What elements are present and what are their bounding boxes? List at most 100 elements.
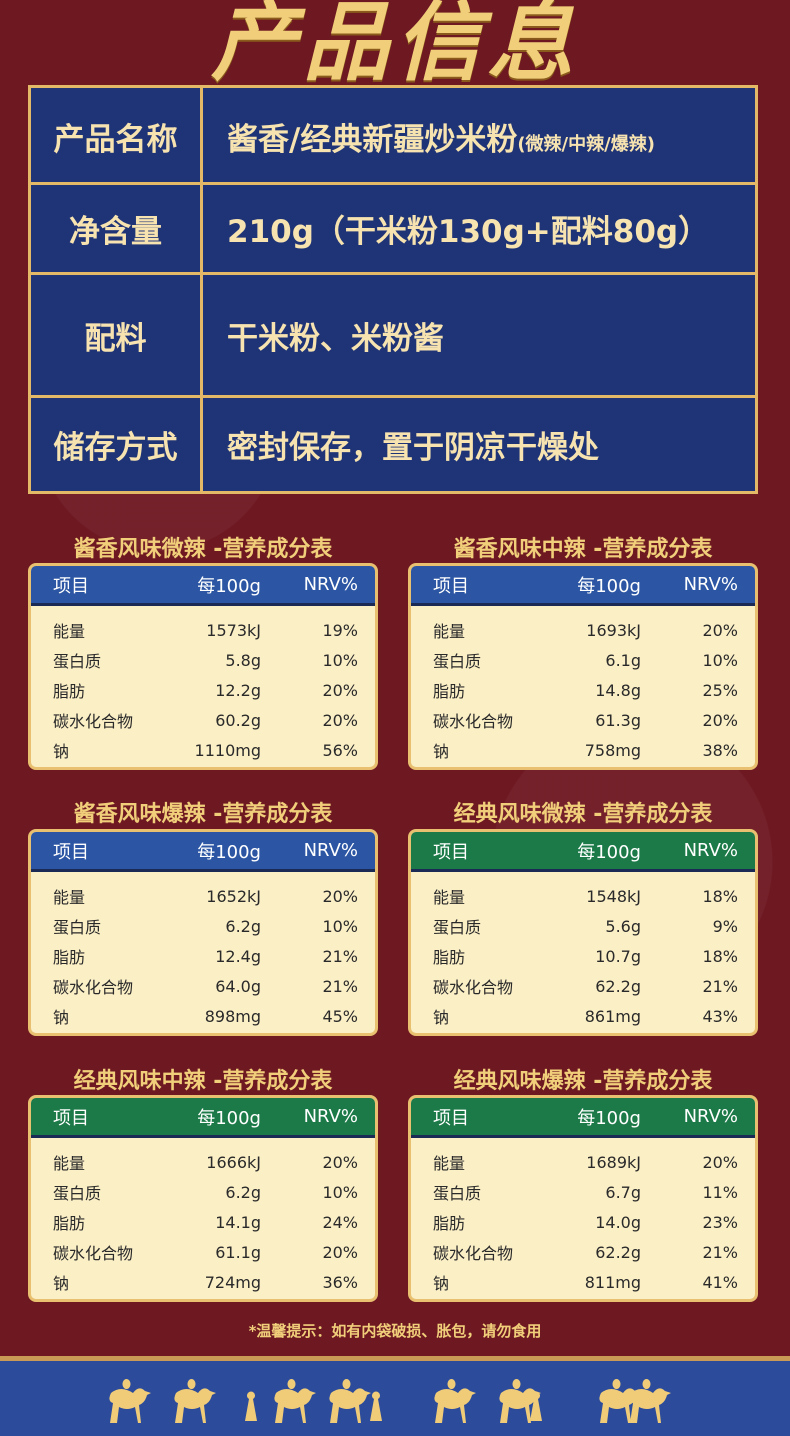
table-row: 蛋白质 5.8g 10% — [31, 645, 375, 675]
header-item: 项目 — [53, 841, 89, 863]
nutrient-nrv: 23% — [702, 1212, 738, 1232]
table-row: 碳水化合物 61.3g 20% — [411, 705, 755, 735]
nutrient-name: 碳水化合物 — [433, 712, 514, 731]
header-nrv: NRV% — [303, 840, 358, 861]
camel-icon — [629, 1379, 671, 1423]
header-nrv: NRV% — [683, 1106, 738, 1127]
nutrient-amount: 5.8g — [225, 650, 261, 670]
walker-icon — [530, 1391, 542, 1421]
nutrient-amount: 14.0g — [595, 1212, 641, 1232]
nutrient-amount: 861mg — [584, 1006, 641, 1026]
nutrient-name: 碳水化合物 — [53, 1244, 134, 1263]
nutrition-table-header: 项目 每100g NRV% — [31, 832, 375, 872]
camel-icon — [599, 1379, 641, 1423]
nutrient-nrv: 25% — [702, 680, 738, 700]
table-row: 钠 811mg 41% — [411, 1267, 755, 1297]
nutrient-amount: 898mg — [204, 1006, 261, 1026]
nutrition-table: 项目 每100g NRV% 能量 1666kJ 20% 蛋白质 6.2g 10%… — [28, 1095, 378, 1302]
nutrition-table-title: 经典风味中辣 -营养成分表 — [73, 1069, 333, 1094]
walker-icon — [370, 1391, 382, 1421]
nutrient-nrv: 9% — [712, 916, 738, 936]
nutrient-name: 碳水化合物 — [433, 978, 514, 997]
nutrient-amount: 811mg — [584, 1272, 641, 1292]
nutrient-amount: 12.4g — [215, 946, 261, 966]
table-row: 脂肪 14.0g 23% — [411, 1207, 755, 1237]
nutrient-nrv: 21% — [322, 976, 358, 996]
nutrient-amount: 61.1g — [215, 1242, 261, 1262]
warning-note: *温馨提示：如有内袋破损、胀包，请勿食用 — [248, 1322, 542, 1340]
nutrition-table-title: 酱香风味微辣 -营养成分表 — [73, 537, 333, 562]
header-item: 项目 — [53, 1107, 89, 1129]
nutrient-name: 脂肪 — [433, 1214, 466, 1233]
table-row: 能量 1652kJ 20% — [31, 881, 375, 911]
nutrient-amount: 1693kJ — [586, 620, 641, 640]
nutrition-table-header: 项目 每100g NRV% — [411, 832, 755, 872]
nutrient-amount: 62.2g — [595, 1242, 641, 1262]
table-row: 钠 861mg 43% — [411, 1001, 755, 1031]
table-row: 脂肪 12.4g 21% — [31, 941, 375, 971]
nutrient-nrv: 10% — [322, 1182, 358, 1202]
info-row-weight: 净含量 210g（干米粉130g+配料80g） — [31, 182, 755, 272]
header-per100g: 每100g — [577, 841, 641, 863]
table-row: 能量 1689kJ 20% — [411, 1147, 755, 1177]
nutrient-amount: 1573kJ — [206, 620, 261, 640]
nutrition-table: 项目 每100g NRV% 能量 1573kJ 19% 蛋白质 5.8g 10%… — [28, 563, 378, 770]
table-row: 能量 1573kJ 19% — [31, 615, 375, 645]
nutrient-nrv: 56% — [322, 740, 358, 760]
nutrition-table-header: 项目 每100g NRV% — [411, 1098, 755, 1138]
nutrient-amount: 62.2g — [595, 976, 641, 996]
info-label: 产品名称 — [31, 88, 203, 185]
nutrition-table-title: 酱香风味爆辣 -营养成分表 — [73, 802, 333, 827]
nutrient-name: 钠 — [53, 742, 70, 761]
nutrient-amount: 1110mg — [194, 740, 261, 760]
nutrient-name: 能量 — [53, 1154, 86, 1173]
table-row: 碳水化合物 60.2g 20% — [31, 705, 375, 735]
nutrition-table-title: 经典风味爆辣 -营养成分表 — [453, 1069, 713, 1094]
nutrient-nrv: 36% — [322, 1272, 358, 1292]
nutrient-name: 钠 — [433, 742, 450, 761]
nutrient-nrv: 41% — [702, 1272, 738, 1292]
nutrient-name: 蛋白质 — [433, 918, 482, 937]
nutrition-table-header: 项目 每100g NRV% — [31, 566, 375, 606]
nutrient-name: 脂肪 — [53, 1214, 86, 1233]
nutrient-nrv: 21% — [702, 1242, 738, 1262]
nutrient-nrv: 38% — [702, 740, 738, 760]
camel-icon — [329, 1379, 371, 1423]
nutrient-amount: 1666kJ — [206, 1152, 261, 1172]
camel-caravan-banner — [0, 1356, 790, 1436]
table-row: 碳水化合物 61.1g 20% — [31, 1237, 375, 1267]
header-per100g: 每100g — [197, 841, 261, 863]
header-item: 项目 — [433, 841, 469, 863]
nutrient-amount: 1652kJ — [206, 886, 261, 906]
nutrient-name: 钠 — [433, 1274, 450, 1293]
nutrient-name: 蛋白质 — [53, 1184, 102, 1203]
nutrient-nrv: 21% — [322, 946, 358, 966]
nutrient-nrv: 45% — [322, 1006, 358, 1026]
nutrient-amount: 724mg — [204, 1272, 261, 1292]
header-per100g: 每100g — [197, 1107, 261, 1129]
info-row-storage: 储存方式 密封保存，置于阴凉干燥处 — [31, 395, 755, 491]
nutrition-table-title: 酱香风味中辣 -营养成分表 — [453, 537, 713, 562]
nutrition-table-header: 项目 每100g NRV% — [411, 566, 755, 606]
table-row: 碳水化合物 64.0g 21% — [31, 971, 375, 1001]
nutrition-table: 项目 每100g NRV% 能量 1652kJ 20% 蛋白质 6.2g 10%… — [28, 829, 378, 1036]
nutrient-amount: 1548kJ — [586, 886, 641, 906]
header-nrv: NRV% — [683, 840, 738, 861]
nutrient-name: 蛋白质 — [433, 1184, 482, 1203]
nutrient-nrv: 10% — [322, 650, 358, 670]
nutrient-name: 钠 — [433, 1008, 450, 1027]
nutrient-amount: 64.0g — [215, 976, 261, 996]
table-row: 脂肪 10.7g 18% — [411, 941, 755, 971]
table-row: 钠 898mg 45% — [31, 1001, 375, 1031]
nutrient-nrv: 24% — [322, 1212, 358, 1232]
table-row: 蛋白质 6.2g 10% — [31, 1177, 375, 1207]
nutrient-amount: 6.1g — [605, 650, 641, 670]
header-per100g: 每100g — [577, 575, 641, 597]
nutrient-name: 蛋白质 — [433, 652, 482, 671]
camel-icons — [109, 1379, 671, 1423]
header-item: 项目 — [433, 575, 469, 597]
table-row: 脂肪 12.2g 20% — [31, 675, 375, 705]
info-label: 净含量 — [31, 185, 203, 272]
nutrient-nrv: 18% — [702, 886, 738, 906]
camel-icon — [274, 1379, 316, 1423]
